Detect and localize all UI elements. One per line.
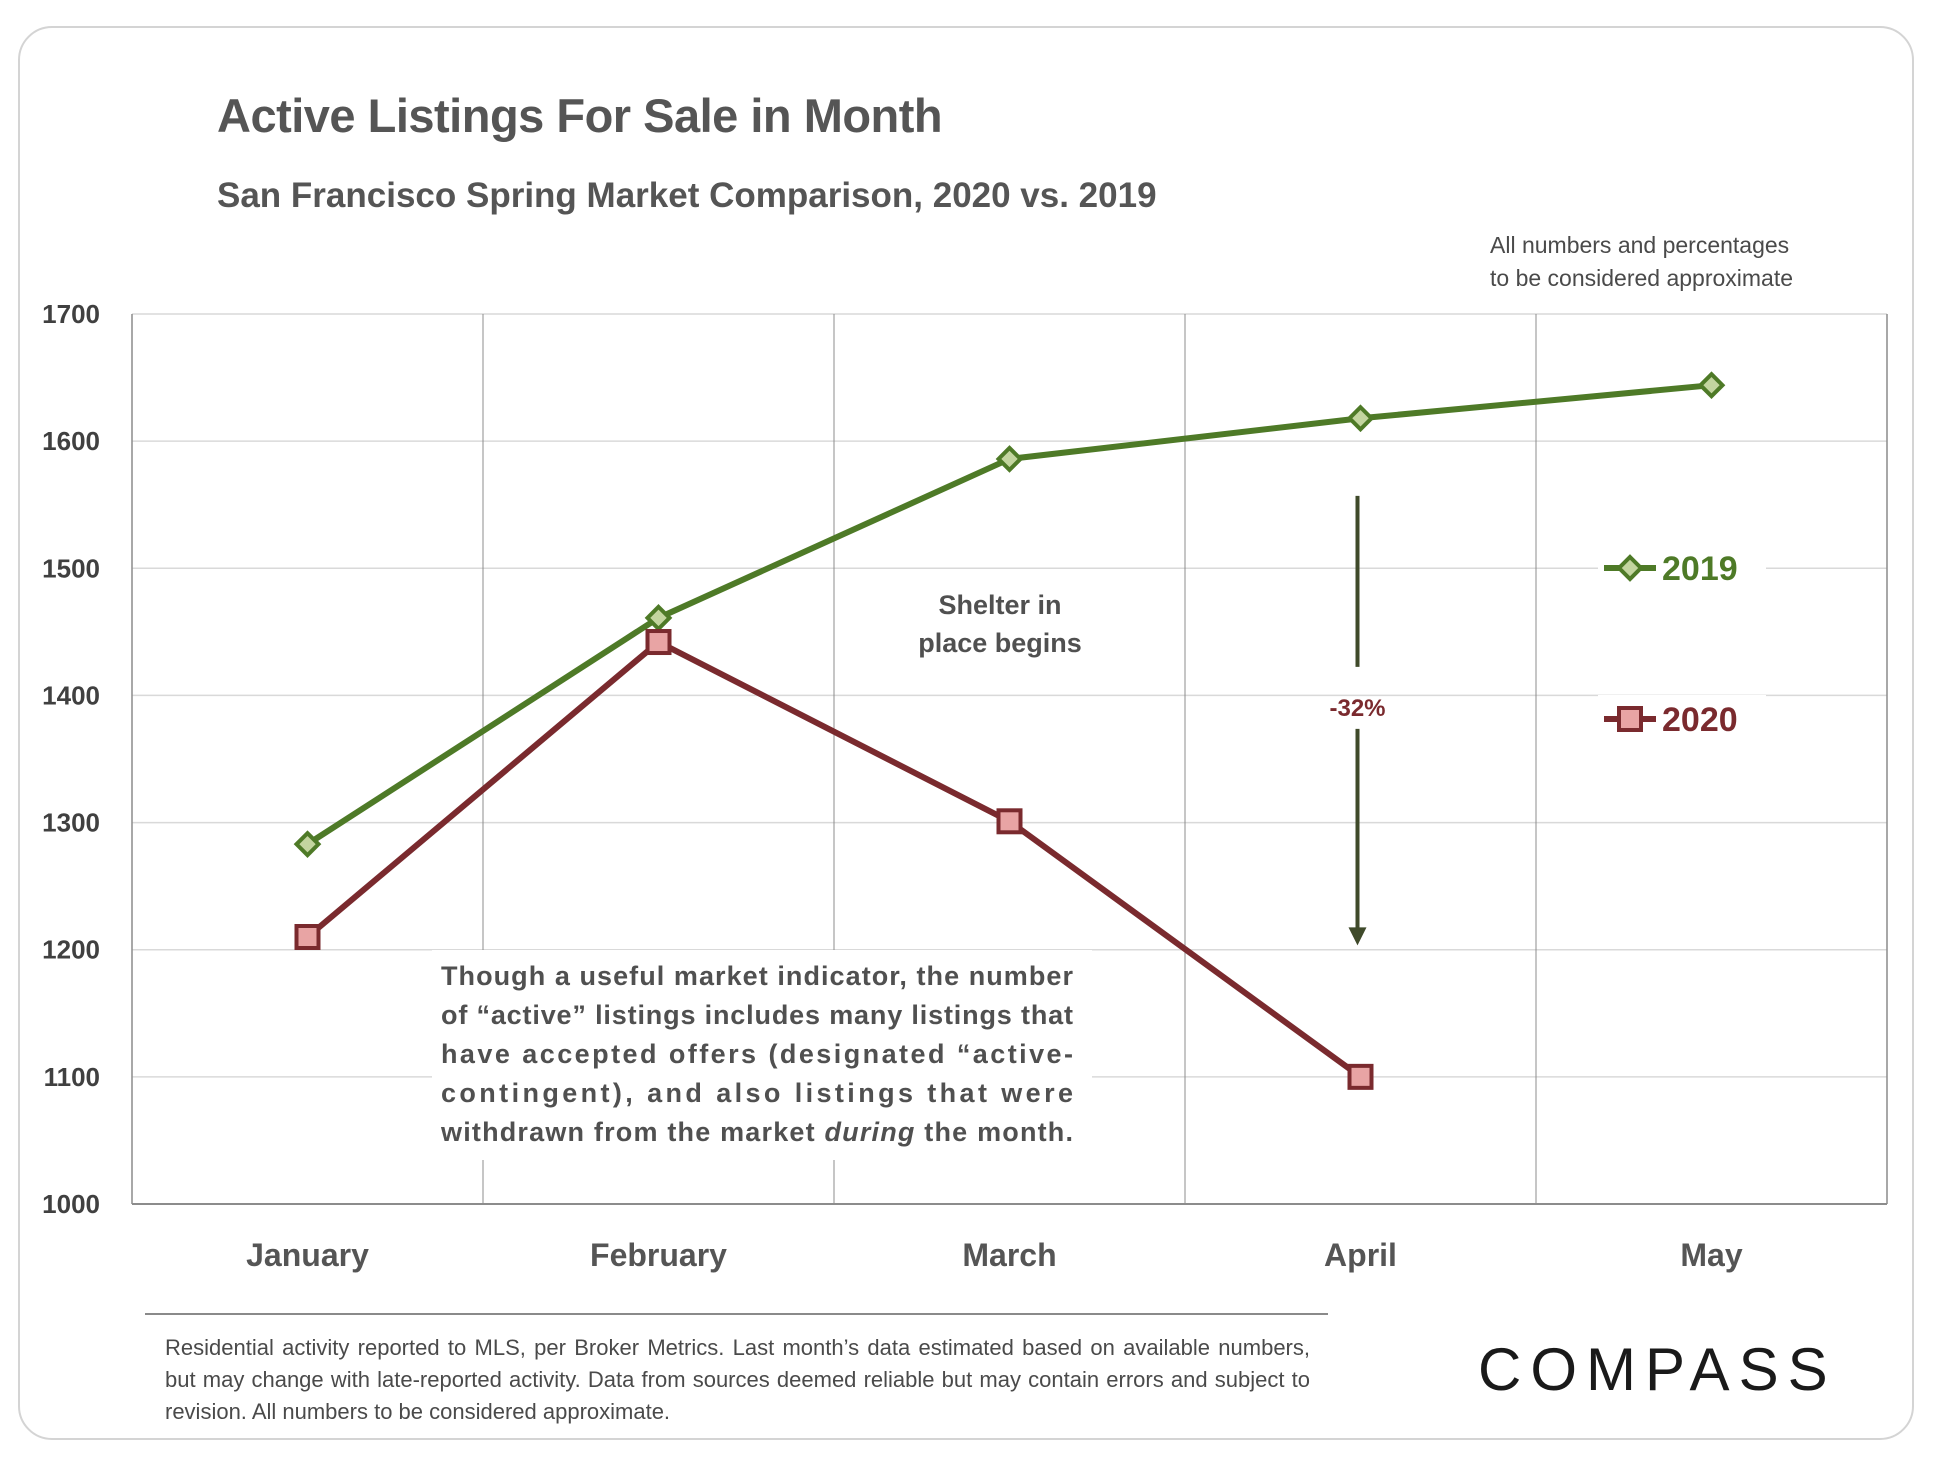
data-point-2020 xyxy=(645,629,672,656)
legend-marker-2019 xyxy=(1616,554,1644,582)
data-point-2020 xyxy=(294,924,321,950)
chart-subtitle: San Francisco Spring Market Comparison, … xyxy=(217,176,1157,215)
x-tick-label: May xyxy=(1680,1237,1742,1273)
legend-label-2020: 2020 xyxy=(1662,701,1738,739)
compass-logo: COMPASS xyxy=(1478,1336,1837,1400)
annotations: -32% Shelter in place begins Though a usefu… xyxy=(432,495,1386,1160)
data-point-2019 xyxy=(995,445,1024,473)
change-arrow-head xyxy=(1348,927,1367,946)
info-text-line: of “active” listings includes many listi… xyxy=(441,1000,1073,1030)
y-tick-label: 1600 xyxy=(42,426,100,456)
series-line-2020 xyxy=(305,639,1363,1080)
legend-marker-2020 xyxy=(1617,706,1643,732)
shelter-annotation-line-2: place begins xyxy=(918,628,1082,658)
axes: 1000 1100 1200 1300 1400 1500 1600 1700 January F… xyxy=(42,299,1887,1273)
y-tick-label: 1400 xyxy=(42,680,100,710)
y-tick-label: 1100 xyxy=(44,1062,100,1092)
change-percent-label: -32% xyxy=(1329,695,1385,722)
data-point-2019 xyxy=(1346,404,1375,433)
info-text-line: withdrawn from the market during the mon… xyxy=(440,1117,1073,1147)
data-point-2019 xyxy=(644,604,673,632)
footer-divider xyxy=(145,1313,1328,1315)
y-tick-label: 1300 xyxy=(42,808,100,838)
legend-label-2019: 2019 xyxy=(1662,550,1738,588)
legend: 2019 2020 xyxy=(1598,544,1766,743)
y-tick-label: 1000 xyxy=(42,1189,100,1219)
series-lines xyxy=(293,371,1726,1090)
x-tick-label: March xyxy=(962,1237,1056,1273)
data-point-2019 xyxy=(1697,371,1726,400)
shelter-annotation-line-1: Shelter in xyxy=(938,590,1061,620)
y-tick-label: 1700 xyxy=(42,299,100,329)
info-text-line: Though a useful market indicator, the nu… xyxy=(441,961,1073,991)
compass-logo-text: COMPASS xyxy=(1478,1336,1837,1400)
x-tick-label: April xyxy=(1324,1237,1397,1273)
data-point-2020 xyxy=(996,808,1023,835)
chart-title: Active Listings For Sale in Month xyxy=(217,89,943,142)
y-tick-label: 1500 xyxy=(42,553,100,583)
y-tick-label: 1200 xyxy=(42,935,100,965)
info-box-background xyxy=(432,950,1092,1160)
data-point-2020 xyxy=(1347,1063,1374,1090)
disclaimer-line-1: All numbers and percentages xyxy=(1490,232,1790,258)
disclaimer-line-2: to be considered approximate xyxy=(1490,265,1794,291)
x-tick-label: January xyxy=(246,1237,369,1273)
info-text-line: contingent), and also listings that were xyxy=(441,1078,1073,1108)
source-footnote: Residential activity reported to MLS, pe… xyxy=(165,1335,1310,1424)
x-tick-label: February xyxy=(590,1237,727,1273)
disclaimer-note: All numbers and percentages to be consid… xyxy=(1490,229,1793,295)
data-point-2019 xyxy=(293,830,322,859)
